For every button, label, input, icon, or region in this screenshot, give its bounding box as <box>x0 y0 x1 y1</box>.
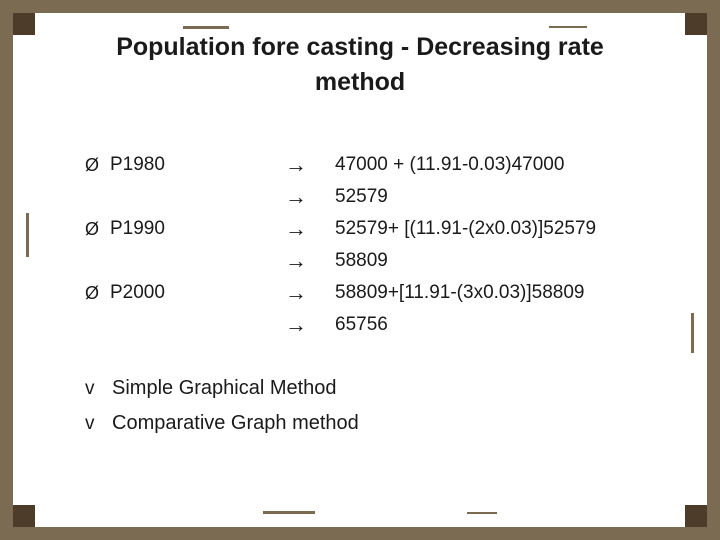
method-bullet-icon: v <box>85 377 95 399</box>
arrow-icon: → <box>285 248 307 273</box>
year-label: P1980 <box>110 154 165 175</box>
border-texture <box>263 511 315 514</box>
calc-row: Ø P1980 → 47000 + (11.91-0.03)47000 <box>85 149 596 181</box>
method-bullet-icon: v <box>85 412 95 434</box>
arrow-icon: → <box>285 216 307 241</box>
formula-text: 58809 <box>335 250 388 271</box>
border-texture <box>549 26 587 28</box>
formula-text: 65756 <box>335 314 388 335</box>
border-corner-top-right <box>685 13 707 35</box>
calculation-list: Ø P1980 → 47000 + (11.91-0.03)47000 → 52… <box>85 149 596 341</box>
formula-text: 52579 <box>335 186 388 207</box>
calc-row: → 58809 <box>85 245 596 277</box>
arrow-icon: → <box>285 280 307 305</box>
year-label: P1990 <box>110 218 165 239</box>
formula-text: 58809+[11.91-(3x0.03)]58809 <box>335 282 585 303</box>
formula-text: 52579+ [(11.91-(2x0.03)]52579 <box>335 218 597 239</box>
method-label: Comparative Graph method <box>112 412 359 434</box>
border-corner-bottom-left <box>13 505 35 527</box>
method-item: v Simple Graphical Method <box>85 371 359 406</box>
year-bullet-icon: Ø <box>85 218 100 239</box>
arrow-icon: → <box>285 312 307 337</box>
slide-title: Population fore casting - Decreasing rat… <box>116 33 604 96</box>
border-texture <box>467 512 497 514</box>
arrow-icon: → <box>285 184 307 209</box>
arrow-icon: → <box>285 152 307 177</box>
calc-row: → 65756 <box>85 309 596 341</box>
border-corner-top-left <box>13 13 35 35</box>
method-label: Simple Graphical Method <box>112 377 337 399</box>
border-texture <box>183 26 229 29</box>
calc-row: → 52579 <box>85 181 596 213</box>
calc-row: Ø P1990 → 52579+ [(11.91-(2x0.03)]52579 <box>85 213 596 245</box>
year-bullet-icon: Ø <box>85 282 100 303</box>
calc-row: Ø P2000 → 58809+[11.91-(3x0.03)]58809 <box>85 277 596 309</box>
method-item: v Comparative Graph method <box>85 406 359 441</box>
border-texture <box>26 213 29 257</box>
border-texture <box>691 313 694 353</box>
year-bullet-icon: Ø <box>85 154 100 175</box>
year-label: P2000 <box>110 282 165 303</box>
formula-text: 47000 + (11.91-0.03)47000 <box>335 154 565 175</box>
methods-list: v Simple Graphical Method v Comparative … <box>85 371 359 441</box>
border-corner-bottom-right <box>685 505 707 527</box>
